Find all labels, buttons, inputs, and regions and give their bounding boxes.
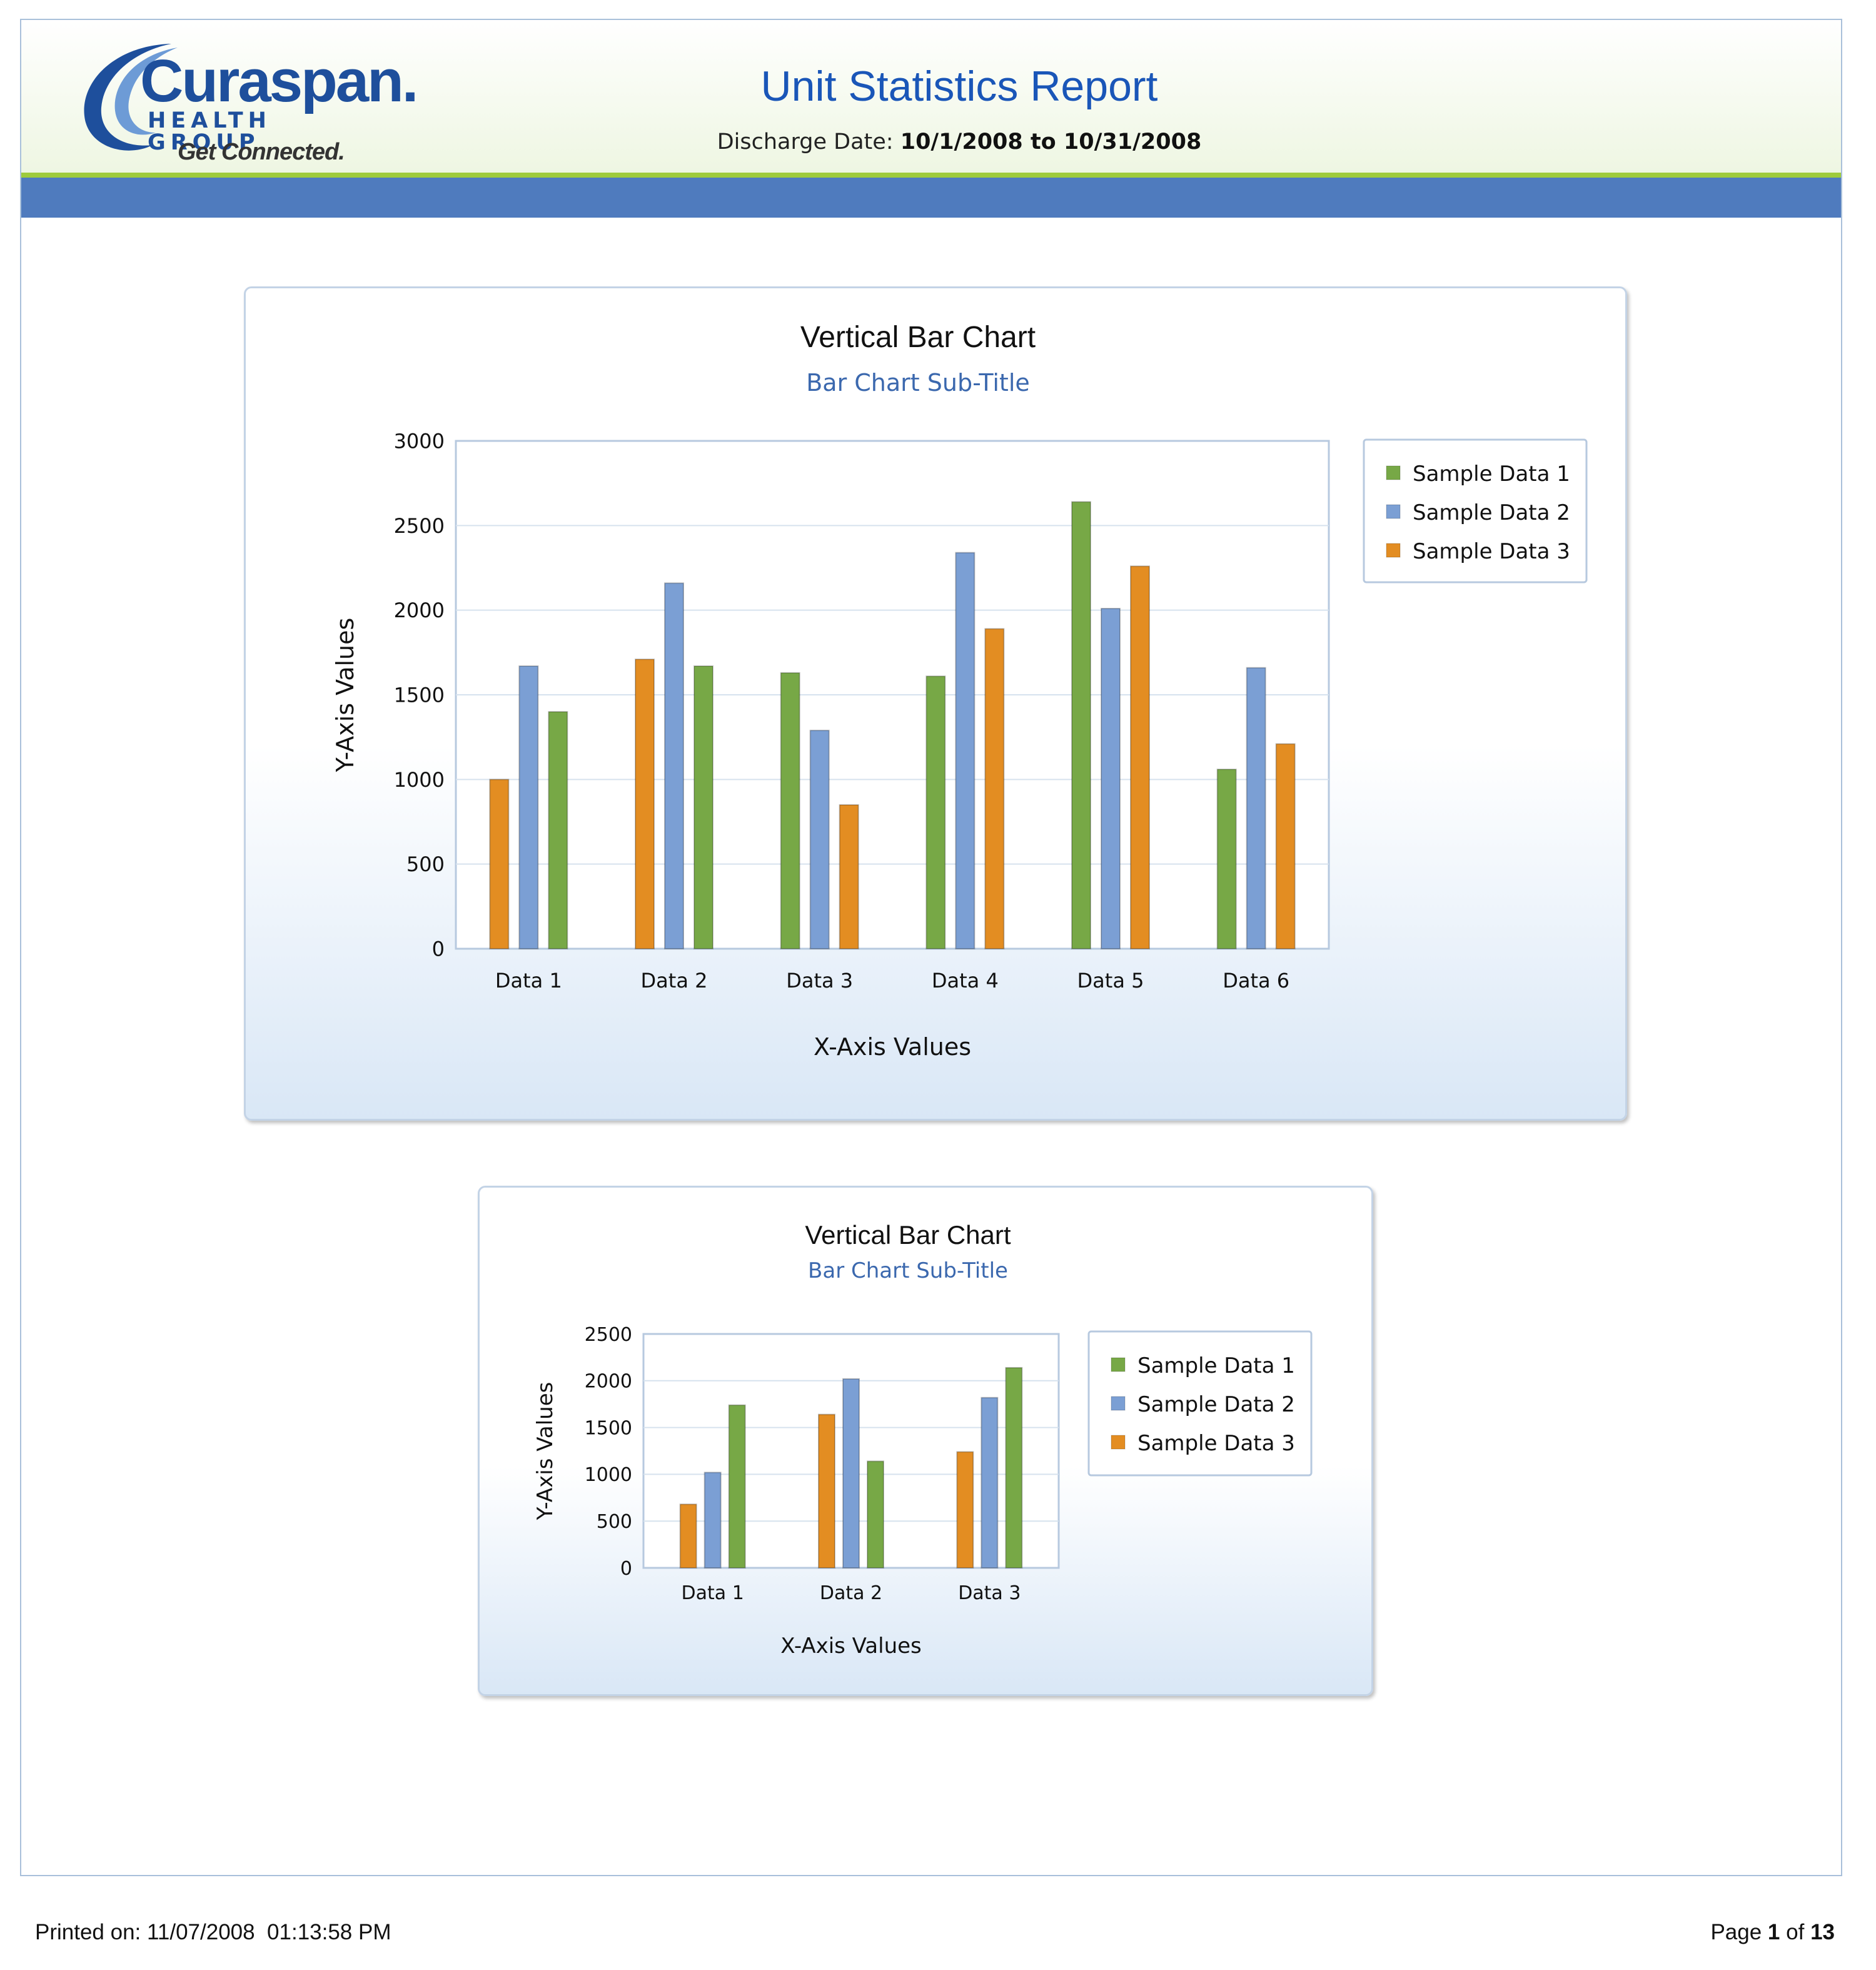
report-title: Unit Statistics Report xyxy=(760,63,1158,110)
legend-label: Sample Data 3 xyxy=(1413,539,1570,564)
bar-data-2-series-2 xyxy=(664,582,684,949)
page-indicator: Page 1 of 13 xyxy=(1710,1921,1835,1943)
page-of: of xyxy=(1786,1920,1805,1944)
bar-data-6-series-3 xyxy=(1275,743,1296,949)
x-axis-title: X-Axis Values xyxy=(780,1634,922,1659)
y-tick-label: 1000 xyxy=(394,768,445,792)
x-tick-label: Data 1 xyxy=(495,969,562,993)
legend-label: Sample Data 1 xyxy=(1413,462,1570,487)
bar-data-3-series-3 xyxy=(839,804,859,950)
header-accent-rule xyxy=(21,173,1841,178)
printed-on: Printed on: 11/07/2008 01:13:58 PM xyxy=(35,1921,391,1943)
bar-data-1-series-3 xyxy=(679,1503,697,1568)
bar-data-1-series-2 xyxy=(518,665,539,950)
page-total: 13 xyxy=(1810,1920,1835,1944)
x-tick-label: Data 1 xyxy=(682,1582,744,1604)
y-tick-label: 500 xyxy=(597,1511,632,1533)
y-tick-label: 0 xyxy=(432,937,445,961)
y-tick-label: 1500 xyxy=(394,684,445,707)
bar-data-1-series-1 xyxy=(728,1404,746,1568)
legend-label: Sample Data 2 xyxy=(1137,1392,1295,1417)
logo-swoosh-icon xyxy=(84,44,178,151)
chart-panel-1: Vertical Bar Chart Bar Chart Sub-Title 0 50… xyxy=(244,286,1627,1121)
legend-swatch xyxy=(1111,1435,1126,1450)
y-tick-label: 1500 xyxy=(585,1417,632,1439)
y-tick-label: 1000 xyxy=(585,1464,632,1486)
bar-data-3-series-1 xyxy=(780,672,800,950)
legend-swatch xyxy=(1111,1357,1126,1372)
bar-data-3-series-3 xyxy=(956,1451,974,1568)
chart-subtitle: Bar Chart Sub-Title xyxy=(806,369,1030,397)
chart-title: Vertical Bar Chart xyxy=(800,321,1036,354)
x-tick-label: Data 3 xyxy=(786,969,853,993)
x-tick-label: Data 2 xyxy=(820,1582,882,1604)
bar-data-3-series-2 xyxy=(809,729,830,950)
y-tick-label: 2500 xyxy=(394,514,445,538)
bar-data-4-series-1 xyxy=(925,675,946,950)
x-tick-label: Data 4 xyxy=(932,969,999,993)
logo-group-text: HEALTH GROUP xyxy=(148,108,271,155)
curaspan-logo: Curaspan. HEALTH GROUP Get Connected. xyxy=(78,39,418,176)
y-tick-label: 0 xyxy=(620,1558,632,1580)
bar-chart-2: Vertical Bar Chart Bar Chart Sub-Title 0 50… xyxy=(533,1220,1313,1659)
printed-on-value: 11/07/2008 01:13:58 PM xyxy=(147,1920,391,1944)
y-tick-label: 2000 xyxy=(585,1371,632,1393)
legend-label: Sample Data 3 xyxy=(1137,1431,1295,1456)
legend-label: Sample Data 1 xyxy=(1137,1353,1295,1378)
legend-swatch xyxy=(1386,504,1401,519)
legend-swatch xyxy=(1386,465,1401,480)
legend-box xyxy=(1363,438,1588,583)
x-axis-title: X-Axis Values xyxy=(814,1033,971,1061)
y-axis-title: Y-Axis Values xyxy=(331,618,359,773)
bar-data-2-series-3 xyxy=(635,659,655,949)
page-current: 1 xyxy=(1767,1920,1780,1944)
report-header: Curaspan. HEALTH GROUP Get Connected. Un… xyxy=(21,20,1841,174)
legend-box xyxy=(1087,1330,1313,1477)
x-tick-label: Data 6 xyxy=(1223,969,1289,993)
bar-data-5-series-3 xyxy=(1130,565,1150,949)
chart-subtitle: Bar Chart Sub-Title xyxy=(808,1258,1008,1283)
bar-data-1-series-2 xyxy=(704,1472,722,1568)
y-tick-label: 3000 xyxy=(394,430,445,453)
y-tick-label: 2500 xyxy=(585,1324,632,1346)
discharge-date: Discharge Date: 10/1/2008 to 10/31/2008 xyxy=(21,131,1876,153)
bar-data-2-series-2 xyxy=(842,1378,860,1568)
bar-data-3-series-2 xyxy=(981,1397,999,1568)
legend-swatch xyxy=(1111,1396,1126,1411)
bar-data-5-series-2 xyxy=(1101,607,1121,949)
header-band xyxy=(21,178,1841,218)
bar-data-2-series-3 xyxy=(818,1413,835,1568)
logo-wordmark: Curaspan. xyxy=(140,48,418,114)
bar-data-1-series-1 xyxy=(548,711,568,949)
logo-tagline: Get Connected. xyxy=(178,139,345,165)
bar-data-2-series-1 xyxy=(867,1460,884,1568)
bar-data-4-series-2 xyxy=(955,552,976,949)
y-axis-title: Y-Axis Values xyxy=(533,1382,558,1521)
discharge-date-label: Discharge Date: xyxy=(717,129,894,154)
bar-chart-1: Vertical Bar Chart Bar Chart Sub-Title 0 50… xyxy=(331,321,1588,1061)
x-tick-label: Data 5 xyxy=(1077,969,1144,993)
bar-data-6-series-1 xyxy=(1216,769,1237,949)
y-tick-label: 2000 xyxy=(394,599,445,622)
bar-data-2-series-1 xyxy=(693,665,714,950)
x-tick-label: Data 2 xyxy=(641,969,708,993)
bar-data-3-series-1 xyxy=(1005,1366,1023,1568)
bar-data-4-series-3 xyxy=(984,628,1005,949)
discharge-date-range: 10/1/2008 to 10/31/2008 xyxy=(900,129,1202,154)
y-tick-label: 500 xyxy=(406,852,445,876)
legend-swatch xyxy=(1386,543,1401,558)
printed-on-label: Printed on: xyxy=(35,1920,141,1944)
bar-data-1-series-3 xyxy=(489,779,510,949)
legend-label: Sample Data 2 xyxy=(1413,500,1570,525)
page-label: Page xyxy=(1710,1920,1762,1944)
bar-data-5-series-1 xyxy=(1071,501,1091,949)
x-tick-label: Data 3 xyxy=(958,1582,1021,1604)
bar-data-6-series-2 xyxy=(1246,667,1266,950)
chart-panel-2: Vertical Bar Chart Bar Chart Sub-Title 0 50… xyxy=(478,1186,1373,1696)
chart-title: Vertical Bar Chart xyxy=(805,1220,1011,1250)
